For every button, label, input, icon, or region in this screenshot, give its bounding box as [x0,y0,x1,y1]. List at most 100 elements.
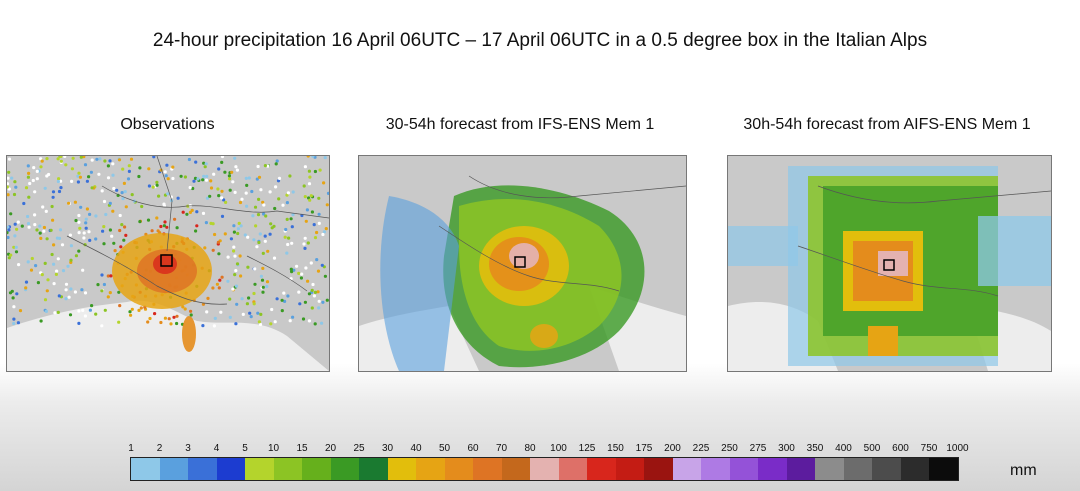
station-dot [81,268,85,272]
station-dot [205,174,209,178]
station-dot [299,276,303,280]
station-dot [303,246,307,250]
legend-swatch [159,458,188,480]
station-dot [188,185,192,190]
station-dot [12,192,17,197]
station-dot [120,223,124,227]
station-dot [94,237,98,241]
station-dot [64,288,68,292]
station-dot [307,319,311,323]
station-dot [253,267,257,271]
station-dot [265,280,270,284]
legend-tick-label: 60 [467,443,479,454]
station-dot [50,204,54,209]
station-dot [236,227,240,231]
station-dot [250,189,254,194]
station-dot [290,270,294,274]
station-dot [22,201,26,206]
station-dot [42,229,46,233]
station-dot [77,321,81,325]
station-dot [317,299,321,303]
legend-tick-label: 200 [664,443,681,454]
station-dot [320,263,324,267]
station-dot [124,233,128,237]
station-dot [103,308,107,312]
station-dot [24,286,28,290]
station-dot [229,237,233,241]
station-dot [159,224,163,229]
station-dot [42,225,47,230]
station-dot [175,321,179,326]
station-dot [196,177,200,181]
station-dot [318,168,322,172]
station-dot [27,225,31,229]
station-dot [288,319,292,323]
station-dot [262,212,266,216]
station-dot [273,206,277,211]
legend-swatch [444,458,473,480]
station-dot [69,258,73,262]
station-dot [226,279,230,283]
station-dot [53,311,57,315]
station-dot [261,251,265,255]
station-dot [66,264,70,268]
station-dot [228,177,232,181]
station-dot [324,227,328,231]
station-dot [70,179,74,183]
station-dot [28,181,32,186]
station-dot [34,264,38,268]
station-dot [201,211,206,215]
station-dot [43,186,47,190]
station-dot [129,157,134,161]
station-dot [68,233,72,237]
legend-tick-labels: 1 2 3 4 5 10 15 20 25 30 40 50 60 70 80 100 125 150 175 200… [0,443,1080,457]
station-dot [39,157,43,161]
station-dot [283,235,287,239]
station-dot [59,186,63,190]
station-dot [284,227,288,232]
station-dot [309,194,313,198]
station-dot [115,188,119,192]
station-dot [247,296,251,300]
station-dot [189,309,193,313]
station-dot [14,185,18,189]
station-dot [61,269,66,273]
station-dot [27,195,31,199]
station-dot [36,281,40,285]
station-dot [217,286,221,290]
station-dot [209,179,213,183]
station-dot [33,223,37,227]
station-dot [165,163,169,167]
station-dot [171,176,175,181]
legend-tick-label: 1000 [946,443,969,454]
station-dot [222,198,226,202]
station-dot [11,296,15,300]
station-dot [47,172,51,177]
station-dot [304,219,308,223]
station-dot [69,244,73,248]
station-dot [45,237,49,241]
station-dot [146,218,151,222]
station-dot [233,156,237,160]
station-dot [285,251,289,255]
station-dot [43,261,47,265]
station-dot [204,178,209,182]
station-dot [257,175,262,179]
station-dot [17,263,21,267]
station-dot [138,166,142,170]
station-dot [295,264,299,268]
station-dot [234,269,238,273]
station-dot [40,273,44,277]
station-dot [43,298,48,302]
station-dot [313,236,318,240]
station-dot [277,176,282,180]
station-dot [166,192,170,196]
station-dot [35,228,39,232]
analysis-box [883,259,895,271]
station-dot [52,262,56,266]
station-dot [40,159,44,163]
station-dot [88,238,92,242]
station-dot [112,241,116,245]
station-dot [98,157,102,161]
station-dot [326,191,329,195]
